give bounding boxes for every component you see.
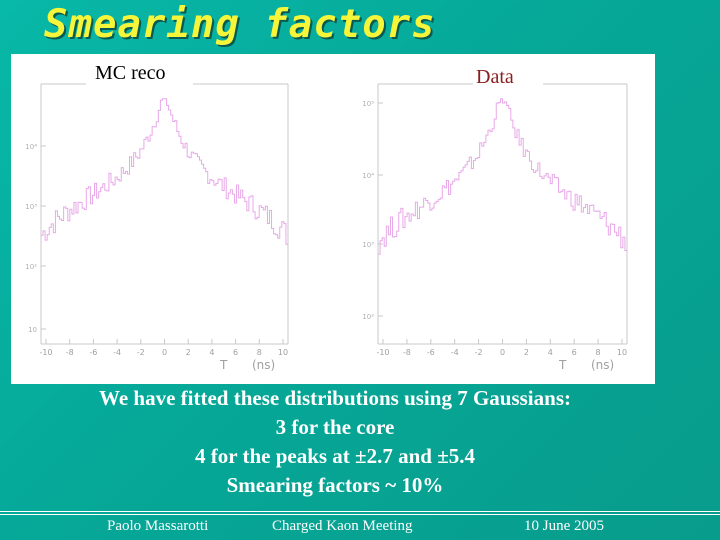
x-tick-label: -6 [427, 348, 435, 357]
x-tick-label: 4 [548, 348, 553, 357]
x-tick-label: -4 [451, 348, 459, 357]
y-tick-label: 10⁴ [25, 143, 37, 151]
x-tick-label: -8 [403, 348, 411, 357]
x-axis-label: T [558, 358, 567, 372]
histogram-data-svg: 10⁵ 10⁴ 10³ 10² -10 -8 -6 -4 -2 0 2 4 6 8 10 T (ns) [362, 83, 628, 372]
x-tick-label: 10 [278, 348, 288, 357]
footer-meeting: Charged Kaon Meeting [272, 518, 413, 534]
body-line: 4 for the peaks at ±2.7 and ±5.4 [195, 444, 475, 468]
x-tick-label: 10 [617, 348, 627, 357]
x-axis-unit: (ns) [252, 358, 275, 372]
body-line: Smearing factors ~ 10% [226, 473, 444, 497]
x-tick-label: 0 [162, 348, 167, 357]
data-label: Data [476, 66, 514, 88]
footer-rule [0, 514, 720, 515]
slide-title: Smearing factors [44, 2, 436, 47]
x-tick-label: -2 [137, 348, 145, 357]
footer-rule [0, 511, 720, 512]
x-tick-label: -8 [66, 348, 74, 357]
histogram-panel: 10⁴ 10³ 10² 10 -10 -8 -6 -4 -2 0 2 4 6 8 10 T (ns) MC re… [11, 54, 655, 384]
histogram-line [378, 98, 627, 255]
x-tick-label: 8 [257, 348, 262, 357]
y-tick-label: 10⁵ [362, 100, 374, 108]
x-tick-label: -2 [475, 348, 483, 357]
x-tick-label: 2 [524, 348, 529, 357]
body-text: We have fitted these distributions using… [0, 384, 670, 500]
x-tick-label: -4 [113, 348, 121, 357]
histogram-data: 10⁵ 10⁴ 10³ 10² -10 -8 -6 -4 -2 0 2 4 6 8 10 T (ns) [345, 54, 655, 384]
mc-reco-label: MC reco [95, 62, 166, 84]
x-tick-label: 6 [233, 348, 238, 357]
x-tick-label: -6 [89, 348, 97, 357]
x-axis-unit: (ns) [591, 358, 614, 372]
y-tick-label: 10³ [362, 241, 374, 249]
y-tick-label: 10² [25, 263, 37, 271]
y-tick-label: 10⁴ [362, 172, 374, 180]
x-tick-label: 4 [209, 348, 214, 357]
y-tick-label: 10 [28, 326, 37, 334]
histogram-mc-reco-svg: 10⁴ 10³ 10² 10 -10 -8 -6 -4 -2 0 2 4 6 8 10 T (ns) [25, 83, 289, 372]
footer-author: Paolo Massarotti [107, 518, 209, 534]
body-line: We have fitted these distributions using… [99, 386, 571, 410]
y-tick-label: 10² [362, 313, 374, 321]
x-tick-label: 6 [572, 348, 577, 357]
x-tick-label: 8 [596, 348, 601, 357]
histogram-line [41, 98, 288, 245]
x-axis-label: T [219, 358, 228, 372]
x-tick-label: -10 [39, 348, 52, 357]
histogram-mc-reco: 10⁴ 10³ 10² 10 -10 -8 -6 -4 -2 0 2 4 6 8 10 T (ns) [11, 54, 316, 384]
y-tick-label: 10³ [25, 203, 37, 211]
footer-date: 10 June 2005 [524, 518, 604, 534]
x-tick-label: 2 [186, 348, 191, 357]
body-line: 3 for the core [275, 415, 395, 439]
x-tick-label: 0 [500, 348, 505, 357]
x-tick-label: -10 [376, 348, 389, 357]
